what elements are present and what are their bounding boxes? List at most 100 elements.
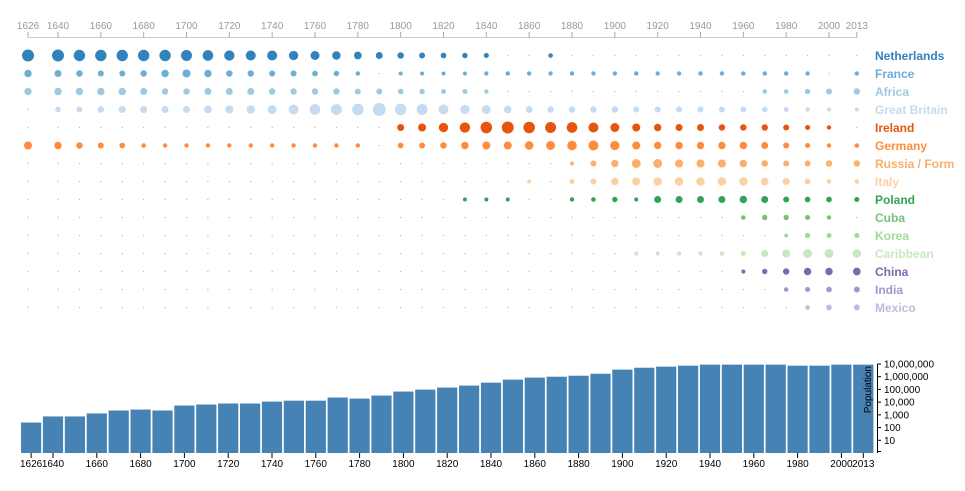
bar-x-tick-label: 1800	[392, 459, 415, 470]
bubble	[376, 88, 383, 95]
bubble-empty	[250, 252, 252, 255]
bubble	[501, 121, 514, 134]
bubble	[826, 215, 832, 220]
bubble-empty	[592, 270, 595, 273]
bubble-empty	[292, 126, 295, 129]
bubble-empty	[207, 180, 209, 183]
bubble-empty	[100, 162, 102, 165]
bubble	[569, 71, 575, 76]
bubble	[761, 196, 769, 203]
bubble-empty	[721, 288, 723, 291]
bubble	[332, 51, 341, 60]
bubble	[739, 159, 748, 168]
bubble-empty	[250, 126, 252, 129]
bubble	[718, 124, 726, 131]
bubble	[741, 215, 746, 220]
population-bar	[634, 367, 655, 453]
bubble	[826, 88, 832, 95]
bubble-empty	[357, 198, 359, 201]
bubble-empty	[764, 306, 766, 309]
bubble	[505, 197, 510, 202]
bubble-empty	[121, 306, 123, 309]
top-axis-tick-label: 1960	[732, 21, 755, 32]
bubble-empty	[614, 216, 616, 219]
bubble-empty	[549, 234, 552, 237]
top-axis-tick-label: 1640	[47, 21, 70, 32]
bubble-empty	[614, 252, 616, 255]
bubble-empty	[121, 270, 123, 273]
bubble-empty	[207, 270, 209, 273]
bubble	[805, 305, 810, 310]
bubble	[97, 87, 105, 96]
bubble	[653, 159, 663, 168]
bubble-empty	[100, 270, 102, 273]
bubble-empty	[292, 198, 295, 201]
bubble-empty	[485, 216, 488, 219]
bubble-empty	[207, 198, 209, 201]
bubble-empty	[507, 90, 509, 93]
bar-x-tick-label: 1980	[786, 459, 809, 470]
bubble	[804, 178, 811, 185]
bubble	[352, 103, 364, 116]
bubble-empty	[485, 270, 488, 273]
population-bar	[809, 365, 830, 453]
bubble	[739, 141, 748, 150]
top-axis-tick-label: 2013	[846, 21, 869, 32]
top-axis-tick-label: 1740	[261, 21, 284, 32]
bubble-empty	[592, 234, 595, 237]
bubble-empty	[335, 234, 338, 237]
bubble-empty	[378, 162, 380, 165]
bubble-empty	[142, 306, 145, 309]
bubble-empty	[142, 270, 145, 273]
population-bar	[546, 376, 567, 453]
bubble-empty	[271, 198, 273, 201]
bubble	[204, 88, 212, 95]
bubble-empty	[485, 234, 488, 237]
bubble	[140, 106, 148, 113]
bubble	[632, 141, 641, 150]
bubble	[741, 269, 746, 274]
bubble-empty	[228, 234, 231, 237]
row-india	[27, 286, 860, 293]
bar-y-tick-label: 100	[884, 423, 901, 434]
bubble	[140, 88, 148, 95]
row-italy	[27, 177, 860, 186]
bar-x-tick-label: 1860	[524, 459, 547, 470]
row-poland	[27, 195, 860, 204]
bubble	[334, 143, 339, 148]
bubble	[676, 71, 682, 76]
bubble-empty	[121, 288, 123, 291]
bubble	[418, 123, 427, 132]
bubble	[762, 89, 768, 94]
bubble	[269, 70, 276, 77]
bubble	[484, 197, 489, 202]
population-bar	[459, 385, 480, 453]
bubble-empty	[421, 270, 423, 273]
bubble-empty	[357, 306, 359, 309]
bubble-empty	[57, 216, 59, 219]
row-caribbean	[27, 249, 862, 258]
bubble-empty	[207, 306, 209, 309]
bubble	[312, 70, 318, 77]
bubble	[853, 160, 861, 167]
bubble-empty	[507, 180, 509, 183]
bubble	[697, 124, 704, 131]
bubble-empty	[656, 306, 659, 309]
bubble	[75, 87, 84, 96]
bubble	[480, 121, 493, 134]
bubble-empty	[250, 270, 252, 273]
bubble	[783, 214, 789, 221]
bubble-empty	[699, 270, 702, 273]
bubble	[416, 104, 428, 115]
bubble	[591, 197, 596, 202]
bubble-empty	[507, 234, 509, 237]
bubble-empty	[614, 234, 616, 237]
bubble-empty	[357, 252, 359, 255]
bubble-empty	[699, 54, 702, 57]
population-bar	[699, 364, 721, 453]
bubble	[462, 71, 467, 76]
bar-x-tick-label: 1680	[129, 459, 152, 470]
bar-x-tick-label: 1840	[480, 459, 503, 470]
bar-x-tick-label: 1660	[86, 459, 109, 470]
bubble	[718, 196, 726, 203]
